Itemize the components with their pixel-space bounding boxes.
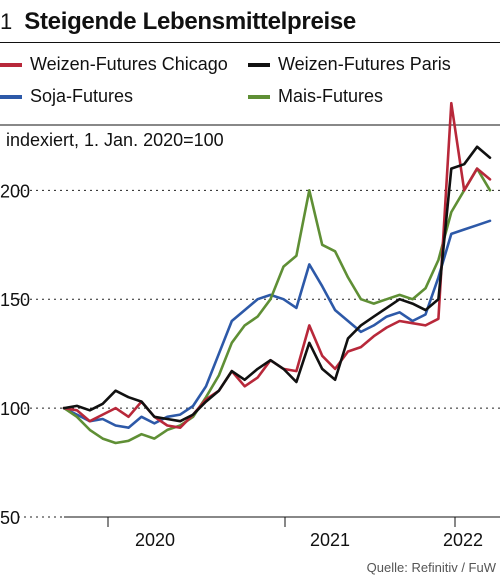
- series-line: [62, 219, 492, 429]
- legend-label: Soja-Futures: [30, 86, 134, 106]
- legend-label: Mais-Futures: [278, 86, 384, 106]
- title-rule: [0, 42, 500, 43]
- y-tick-label: 50: [0, 508, 20, 528]
- legend-item: Weizen-Futures Chicago: [0, 54, 228, 75]
- figure-number: 1: [0, 9, 13, 34]
- legend-swatch: [0, 62, 22, 67]
- y-tick-label: 100: [0, 399, 30, 419]
- legend-swatch: [248, 62, 270, 67]
- legend-swatch: [248, 94, 270, 99]
- legend-label: Weizen-Futures Paris: [278, 54, 451, 74]
- series-line: [62, 167, 492, 445]
- legend-item: Weizen-Futures Paris: [248, 54, 451, 75]
- chart-title: Steigende Lebensmittelpreise: [24, 8, 356, 35]
- y-tick-label: 200: [0, 181, 30, 201]
- y-tick-label: 150: [0, 290, 30, 310]
- series-line: [62, 101, 492, 429]
- title-row: 1 Steigende Lebensmittelpreise: [0, 8, 356, 38]
- legend-swatch: [0, 94, 22, 99]
- chart-subtitle: indexiert, 1. Jan. 2020=100: [6, 130, 224, 150]
- x-tick-label: 2021: [310, 530, 350, 550]
- legend-label: Weizen-Futures Chicago: [30, 54, 228, 74]
- series-line: [62, 145, 492, 423]
- legend-item: Soja-Futures: [0, 86, 133, 107]
- legend: Weizen-Futures Chicago Weizen-Futures Par…: [0, 54, 500, 120]
- legend-item: Mais-Futures: [248, 86, 383, 107]
- source-note: Quelle: Refinitiv / FuW: [367, 560, 497, 575]
- x-tick-label: 2022: [443, 530, 483, 550]
- x-tick-label: 2020: [135, 530, 175, 550]
